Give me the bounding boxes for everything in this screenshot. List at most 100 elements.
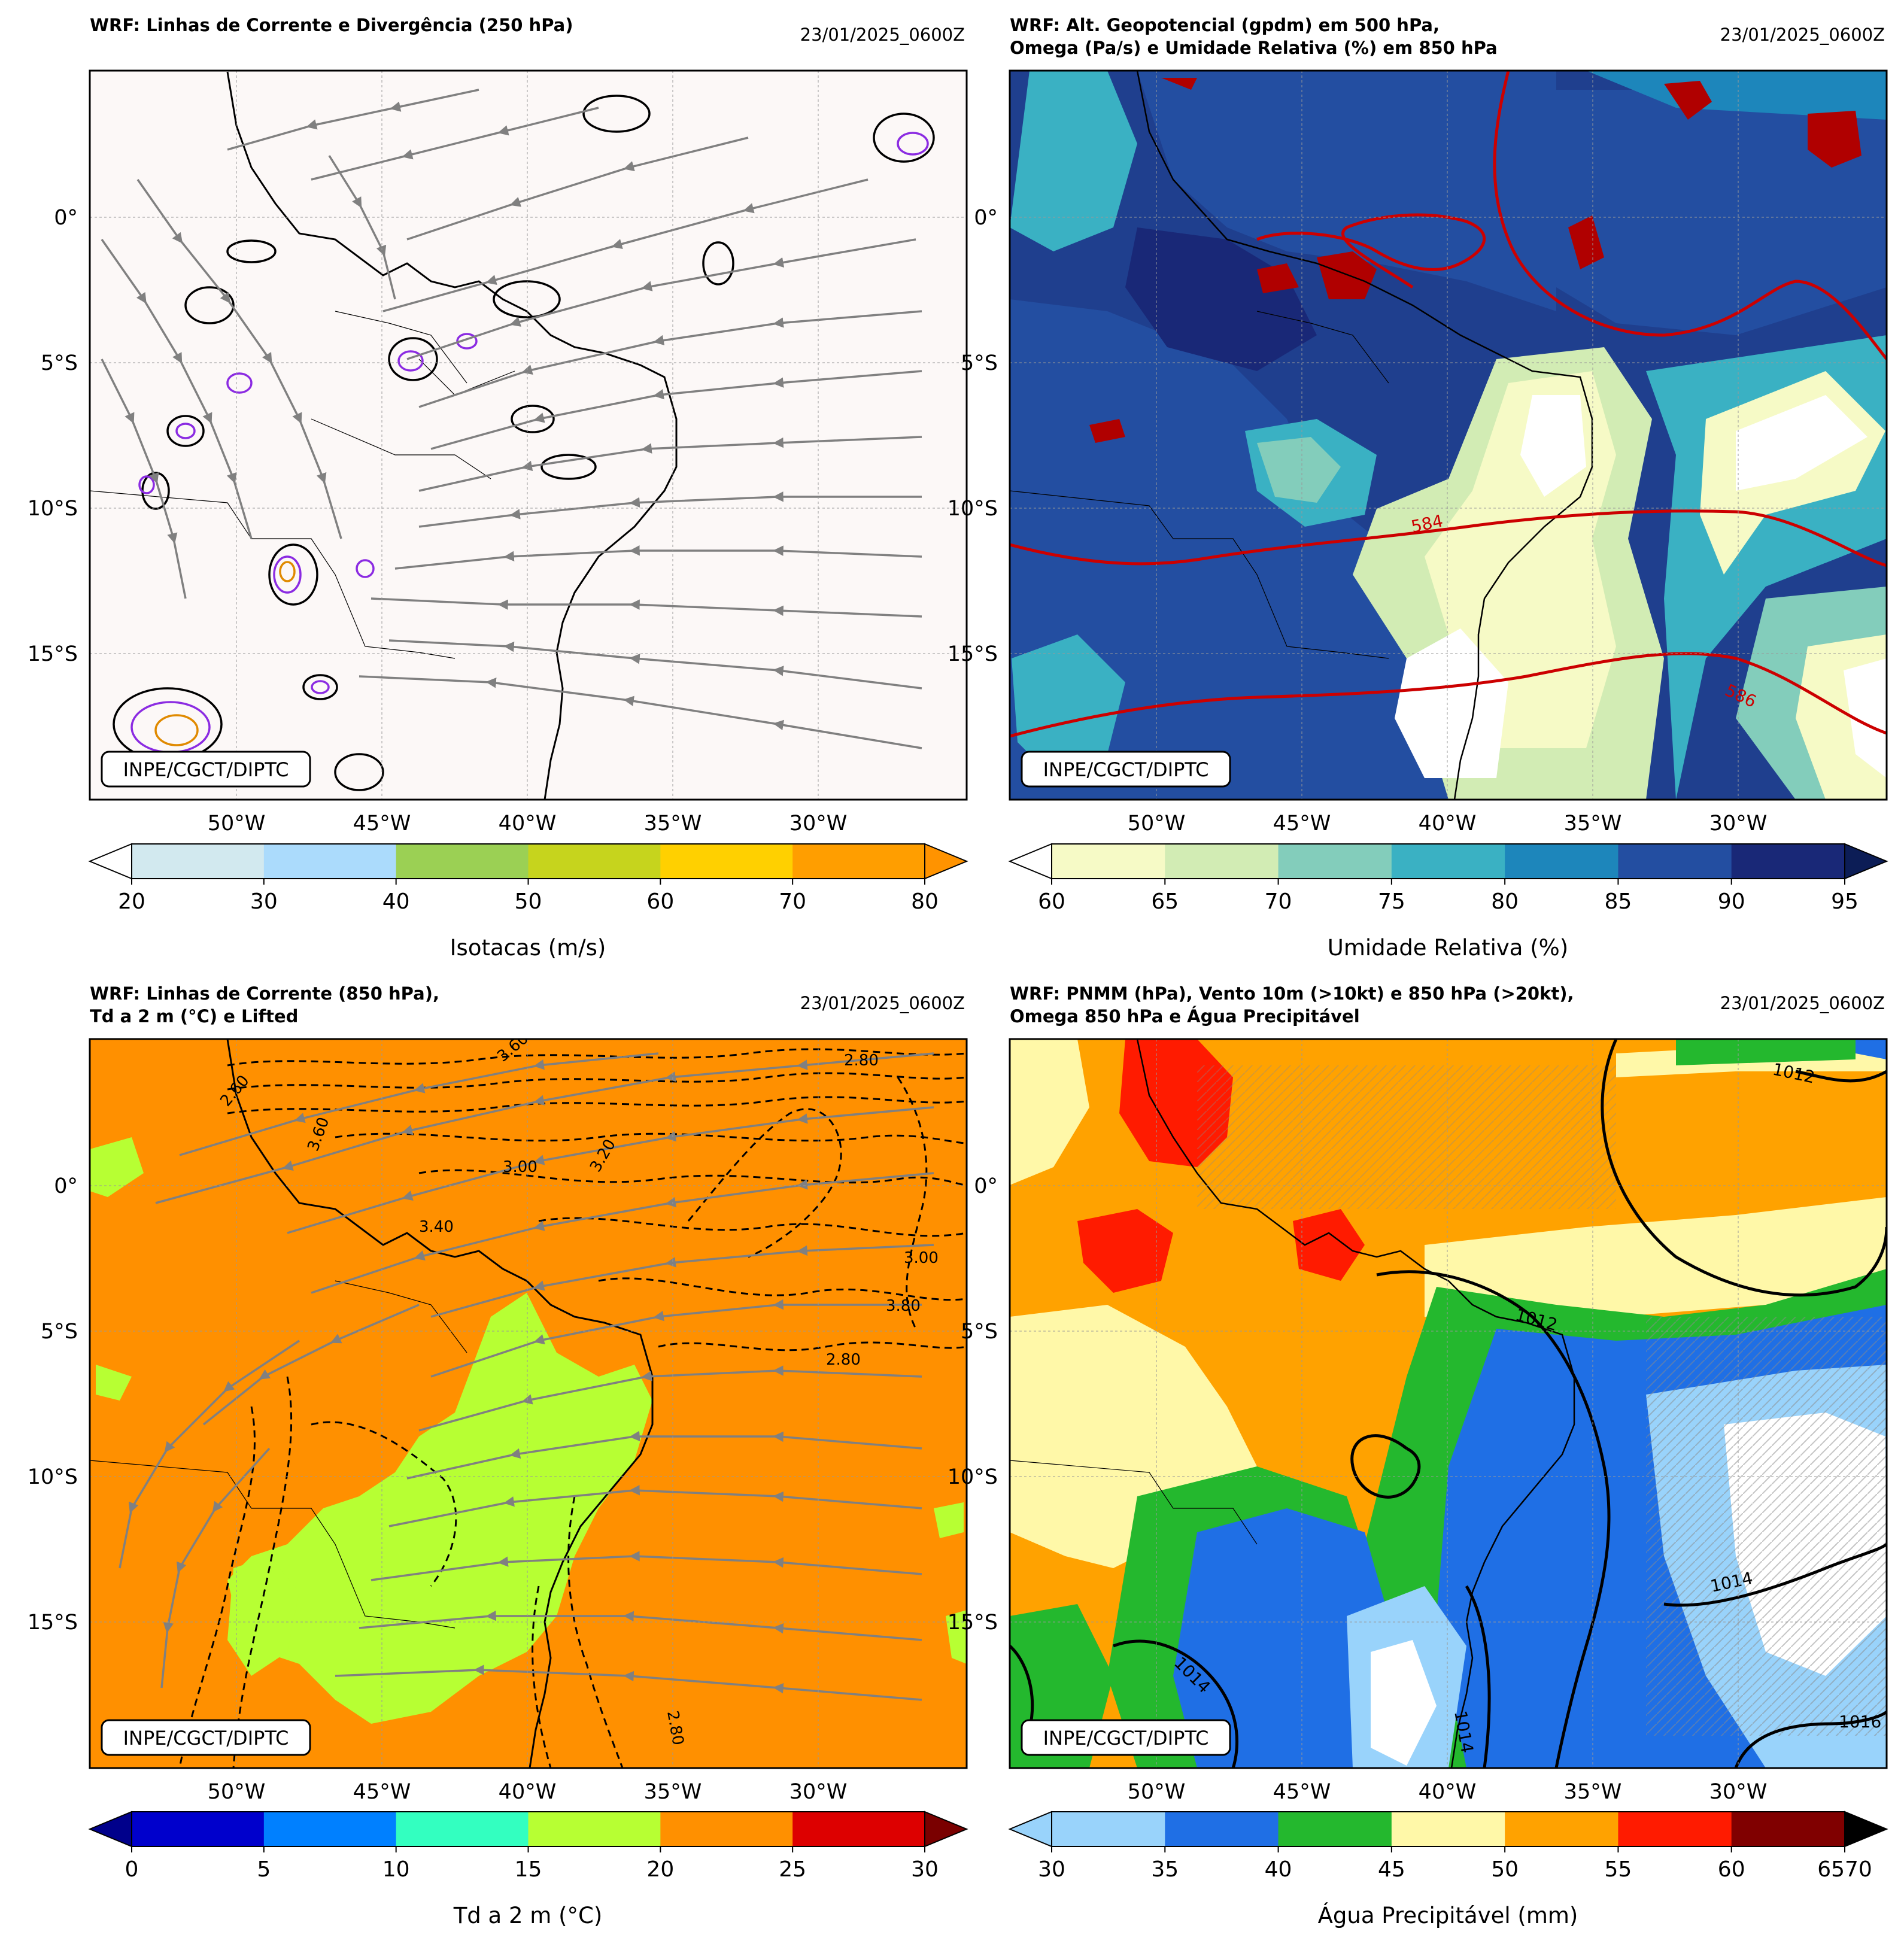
colorbar-under-arrow bbox=[1008, 843, 1052, 880]
colorbar-swatch bbox=[1278, 1812, 1392, 1846]
lon-label: 35°W bbox=[644, 1780, 702, 1804]
colorbar-tick-label: 15 bbox=[515, 1857, 542, 1882]
colorbar-tick-label: 80 bbox=[1491, 889, 1519, 914]
colorbar-tick-label: 20 bbox=[118, 889, 145, 914]
lat-label: 15°S bbox=[948, 642, 998, 666]
colorbar-swatch bbox=[1731, 1812, 1845, 1846]
colorbar-swatch bbox=[1731, 844, 1845, 879]
colorbar-swatch bbox=[1391, 844, 1505, 879]
colorbar-tick-label: 75 bbox=[1378, 889, 1405, 914]
panel1-lat-labels: 0° 5°S 10°S 15°S bbox=[28, 206, 78, 666]
colorbar-tick-label: 6570 bbox=[1817, 1857, 1872, 1882]
colorbar-tick-label: 25 bbox=[779, 1857, 806, 1882]
panel2-humidity-field bbox=[1010, 71, 1887, 800]
lat-label: 5°S bbox=[961, 1320, 998, 1344]
panel1-colorbar: 20 30 40 50 60 70 80 bbox=[88, 843, 968, 914]
panel4-title-line1: WRF: PNMM (hPa), Vento 10m (>10kt) e 850… bbox=[1010, 983, 1574, 1004]
lat-label: 0° bbox=[974, 1174, 998, 1198]
colorbar-tick-label: 30 bbox=[1038, 1857, 1065, 1882]
panel3-title-line2: Td a 2 m (°C) e Lifted bbox=[90, 1006, 298, 1026]
panel4-colorbar-label: Água Precipitável (mm) bbox=[1318, 1902, 1578, 1928]
colorbar-tick-label: 65 bbox=[1151, 889, 1179, 914]
lat-label: 10°S bbox=[948, 1465, 998, 1489]
colorbar-swatch bbox=[1165, 1812, 1279, 1846]
panel4-credit-text: INPE/CGCT/DIPTC bbox=[1043, 1727, 1209, 1750]
colorbar-under-arrow bbox=[88, 843, 132, 880]
panel2-map: 584 586 INPE/CGCT/DIPTC bbox=[1010, 71, 1887, 800]
colorbar-swatch bbox=[792, 844, 925, 879]
panel2-credit: INPE/CGCT/DIPTC bbox=[1021, 751, 1231, 788]
panel4-lat-labels: 0° 5°S 10°S 15°S bbox=[948, 1174, 998, 1635]
colorbar-tick-label: 5 bbox=[257, 1857, 271, 1882]
colorbar-tick-label: 30 bbox=[911, 1857, 939, 1882]
colorbar-tick-label: 40 bbox=[1265, 1857, 1292, 1882]
colorbar-tick-label: 35 bbox=[1151, 1857, 1179, 1882]
colorbar-swatch bbox=[792, 1812, 925, 1846]
colorbar-swatch bbox=[528, 844, 661, 879]
panel4-wind-barbs-area bbox=[1646, 1317, 1887, 1736]
panel2-title-line2: Omega (Pa/s) e Umidade Relativa (%) em 8… bbox=[1010, 38, 1498, 58]
colorbar-tick-label: 0 bbox=[125, 1857, 139, 1882]
panel2-colorbar-label: Umidade Relativa (%) bbox=[1328, 935, 1568, 961]
lon-label: 35°W bbox=[1564, 1780, 1622, 1804]
colorbar-swatch bbox=[528, 1812, 661, 1846]
colorbar-tick-label: 50 bbox=[1491, 1857, 1519, 1882]
panel2-credit-text: INPE/CGCT/DIPTC bbox=[1043, 758, 1209, 781]
lon-label: 30°W bbox=[789, 812, 848, 836]
panel4-lon-labels: 50°W 45°W 40°W 35°W 30°W bbox=[1128, 1780, 1768, 1804]
colorbar-over-arrow bbox=[1844, 843, 1888, 880]
lat-label: 5°S bbox=[41, 1320, 78, 1344]
lat-label: 5°S bbox=[961, 351, 998, 375]
panel1-title: WRF: Linhas de Corrente e Divergência (2… bbox=[90, 15, 573, 35]
lon-label: 40°W bbox=[499, 1780, 557, 1804]
colorbar-outline bbox=[1051, 843, 1845, 879]
colorbar-tick-label: 50 bbox=[515, 889, 542, 914]
colorbar-swatch bbox=[1052, 844, 1165, 879]
panel3-credit-text: INPE/CGCT/DIPTC bbox=[123, 1727, 289, 1750]
lon-label: 40°W bbox=[499, 812, 557, 836]
colorbar-swatch bbox=[1165, 844, 1279, 879]
panel4-gridlines bbox=[1010, 1039, 1887, 1768]
colorbar-swatch bbox=[396, 1812, 529, 1846]
colorbar-swatch bbox=[1618, 1812, 1732, 1846]
panel2-lat-labels: 0° 5°S 10°S 15°S bbox=[948, 206, 998, 666]
colorbar-tick-label: 60 bbox=[1038, 889, 1065, 914]
lon-label: 30°W bbox=[1709, 812, 1768, 836]
panel1-gridlines bbox=[90, 71, 967, 800]
lon-label: 35°W bbox=[1564, 812, 1622, 836]
lon-label: 30°W bbox=[1709, 1780, 1768, 1804]
panel4-isobars bbox=[1010, 1039, 1887, 1768]
colorbar-tick-label: 60 bbox=[1718, 1857, 1745, 1882]
panel2-title-line1: WRF: Alt. Geopotencial (gpdm) em 500 hPa… bbox=[1010, 15, 1440, 35]
lat-label: 0° bbox=[974, 206, 998, 230]
colorbar-tick-label: 80 bbox=[911, 889, 939, 914]
colorbar-swatch bbox=[1052, 1812, 1165, 1846]
lon-label: 30°W bbox=[789, 1780, 848, 1804]
colorbar-swatch bbox=[660, 1812, 793, 1846]
colorbar-over-arrow bbox=[924, 1811, 968, 1848]
colorbar-tick-label: 60 bbox=[646, 889, 674, 914]
panel4-title-line2: Omega 850 hPa e Água Precipitável bbox=[1010, 1006, 1360, 1026]
panel1-lon-labels: 50°W 45°W 40°W 35°W 30°W bbox=[208, 812, 848, 836]
panel4-frame bbox=[1009, 1038, 1888, 1769]
colorbar-tick-label: 90 bbox=[1718, 889, 1745, 914]
panel2-coastline bbox=[1010, 71, 1593, 800]
lon-label: 50°W bbox=[208, 1780, 266, 1804]
lat-label: 10°S bbox=[28, 1465, 78, 1489]
colorbar-swatch bbox=[1618, 844, 1732, 879]
panel4-date: 23/01/2025_0600Z bbox=[1720, 993, 1885, 1013]
colorbar-swatch bbox=[263, 1812, 397, 1846]
panel1-date: 23/01/2025_0600Z bbox=[800, 25, 965, 45]
lat-label: 10°S bbox=[28, 497, 78, 521]
contour-label: 3.40 bbox=[419, 1218, 454, 1236]
lon-label: 45°W bbox=[1273, 1780, 1331, 1804]
contour-label: 2.80 bbox=[844, 1052, 879, 1070]
panel3-streamlines bbox=[119, 1052, 934, 1701]
panel4-colorbar: 30 35 40 45 50 55 60 6570 bbox=[1008, 1811, 1888, 1882]
colorbar-tick-label: 10 bbox=[382, 1857, 410, 1882]
colorbar-swatch bbox=[1505, 844, 1618, 879]
panel2-lon-labels: 50°W 45°W 40°W 35°W 30°W bbox=[1128, 812, 1768, 836]
colorbar-swatch bbox=[132, 1812, 265, 1846]
panel3-credit: INPE/CGCT/DIPTC bbox=[101, 1719, 311, 1756]
panel-geopotential-500hpa: WRF: Alt. Geopotencial (gpdm) em 500 hPa… bbox=[948, 15, 1888, 961]
